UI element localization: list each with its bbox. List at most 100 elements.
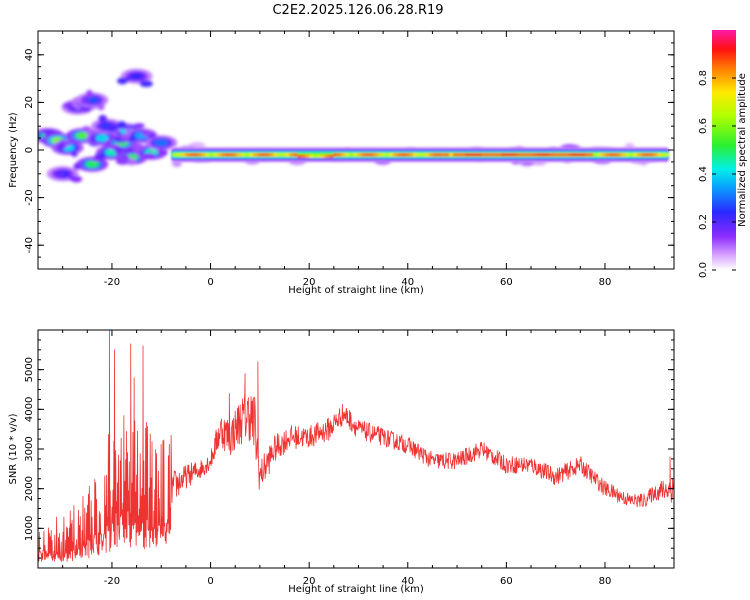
colorbar-ticks: 0.0 0.2 0.4 0.6 0.8: [698, 70, 736, 278]
spectrogram-band-cell: [369, 153, 374, 157]
spectrogram-band-cell: [185, 153, 190, 157]
spectrogram-band-cell: [609, 153, 614, 157]
spectrogram-blob: [85, 160, 100, 168]
spectrogram-band-cell: [265, 153, 270, 157]
spectrogram-band-cell: [189, 153, 194, 157]
snr-y-ticks: 5000 4000 3000 2000 1000: [24, 329, 674, 569]
spectrogram-speck: [29, 141, 37, 146]
spectrogram-band-cell: [641, 153, 646, 157]
spectrogram-band-cell: [605, 153, 610, 157]
spectrogram-band-cell: [517, 153, 522, 157]
spectrogram-band-cell: [577, 153, 582, 157]
spectrogram-speck: [98, 114, 108, 123]
y-tick-label: 40: [24, 48, 35, 61]
spectrogram-speck: [132, 143, 145, 152]
spectrogram-band-cell: [381, 153, 386, 157]
y-tick-label: 5000: [24, 357, 35, 382]
x-tick-label: 0: [207, 277, 213, 288]
colorbar: 0.0 0.2 0.4 0.6 0.8 Normalized spectral ampl…: [698, 30, 748, 278]
snr-series-line: [38, 330, 674, 562]
spectrogram-speck: [127, 158, 137, 166]
spectrogram-band-cell: [497, 153, 502, 157]
spectrogram-speck: [142, 152, 156, 159]
colorbar-gradient: [712, 30, 736, 270]
spectrogram-band-cell: [401, 153, 406, 157]
spectrogram-band-cell: [309, 154, 314, 158]
spectrogram-band-cell: [365, 153, 370, 157]
spectrogram-speck: [70, 176, 83, 183]
spectrogram-band-cell: [449, 153, 454, 157]
colorbar-tick-label: 0.6: [698, 118, 709, 134]
spectrogram-band-cell: [597, 153, 602, 157]
spectrogram-speck: [71, 151, 78, 157]
spectrogram-speck: [86, 89, 93, 98]
x-tick-label: -20: [104, 277, 120, 288]
spectrogram-band-cell: [581, 153, 586, 157]
spectrogram-band-cell: [525, 153, 530, 157]
spectrogram-band-cell: [385, 153, 390, 157]
spectrogram-band-cell: [221, 153, 226, 157]
spectrogram-band-cell: [249, 153, 254, 157]
x-tick-label: 80: [599, 576, 612, 587]
spectrogram-band-cell: [601, 153, 606, 157]
spectrogram-band-cell: [649, 153, 654, 157]
spectrogram-speck: [106, 124, 118, 133]
spectrogram-band-cell: [237, 153, 242, 157]
spectrogram-band-cell: [421, 153, 426, 157]
spectrogram-band-cell: [393, 153, 398, 157]
x-tick-label: 40: [401, 576, 414, 587]
x-tick-label: 0: [207, 576, 213, 587]
y-tick-label: -20: [24, 189, 35, 205]
y-tick-label: -40: [24, 237, 35, 253]
spectrogram-band-cell: [357, 153, 362, 157]
spectrogram-x-axis-label: Height of straight line (km): [288, 285, 424, 296]
spectrogram-speck: [128, 135, 137, 142]
spectrogram-band-cell: [549, 153, 554, 157]
spectrogram-band-cell: [425, 153, 430, 157]
spectrogram-band-cell: [333, 153, 338, 157]
spectrogram-band-cell: [317, 154, 322, 158]
spectrogram-band-cell: [593, 153, 598, 157]
snr-x-ticks: -20 0 20 40 60 80: [37, 330, 655, 587]
spectrogram-speck: [141, 131, 152, 137]
spectrogram-y-axis-label: Frequency (Hz): [8, 112, 19, 188]
x-tick-label: 40: [401, 277, 414, 288]
spectrogram-band-cell: [233, 153, 238, 157]
spectrogram-band-cell: [469, 153, 474, 157]
spectrogram-band-cell: [657, 153, 662, 157]
spectrogram-band-cell: [545, 153, 550, 157]
spectrogram-band-cell: [205, 153, 210, 157]
spectrogram-band-cell: [341, 153, 346, 157]
spectrogram-band-cell: [325, 154, 330, 158]
spectrogram-band-cell: [289, 153, 294, 157]
spectrogram-speck: [116, 121, 127, 129]
spectrogram-band-cell: [213, 153, 218, 157]
spectrogram-band-cell: [509, 153, 514, 157]
spectrogram-band-cell: [501, 153, 506, 157]
spectrogram-band-cell: [349, 153, 354, 157]
spectrogram-band-cell: [209, 153, 214, 157]
spectrogram-band-cell: [625, 153, 630, 157]
colorbar-label: Normalized spectral amplitude: [737, 73, 748, 227]
x-tick-label: 20: [303, 277, 316, 288]
spectrogram-band-cell: [377, 153, 382, 157]
spectrogram-speck: [124, 148, 136, 155]
spectrogram-band-cell: [313, 154, 318, 158]
spectrogram-band-cell: [417, 153, 422, 157]
spectrogram-blob: [95, 134, 109, 142]
spectrogram-speck: [57, 142, 66, 151]
spectrogram-band-cell: [277, 153, 282, 157]
spectrogram-band-cell: [437, 153, 442, 157]
snr-y-axis-label: SNR (10 * v/v): [8, 413, 19, 484]
spectrogram-band-cell: [505, 153, 510, 157]
spectrogram-band-cell: [217, 153, 222, 157]
spectrogram-halo-speck: [625, 142, 635, 149]
x-tick-label: 60: [500, 277, 513, 288]
spectrogram-band-cell: [177, 153, 182, 157]
spectrogram-band-cell: [573, 153, 578, 157]
snr-x-axis-label: Height of straight line (km): [288, 584, 424, 595]
spectrogram-band-cell: [553, 153, 558, 157]
spectrogram-band-cell: [273, 153, 278, 157]
spectrogram-band-cell: [521, 153, 526, 157]
spectrogram-band-cell: [297, 154, 302, 158]
